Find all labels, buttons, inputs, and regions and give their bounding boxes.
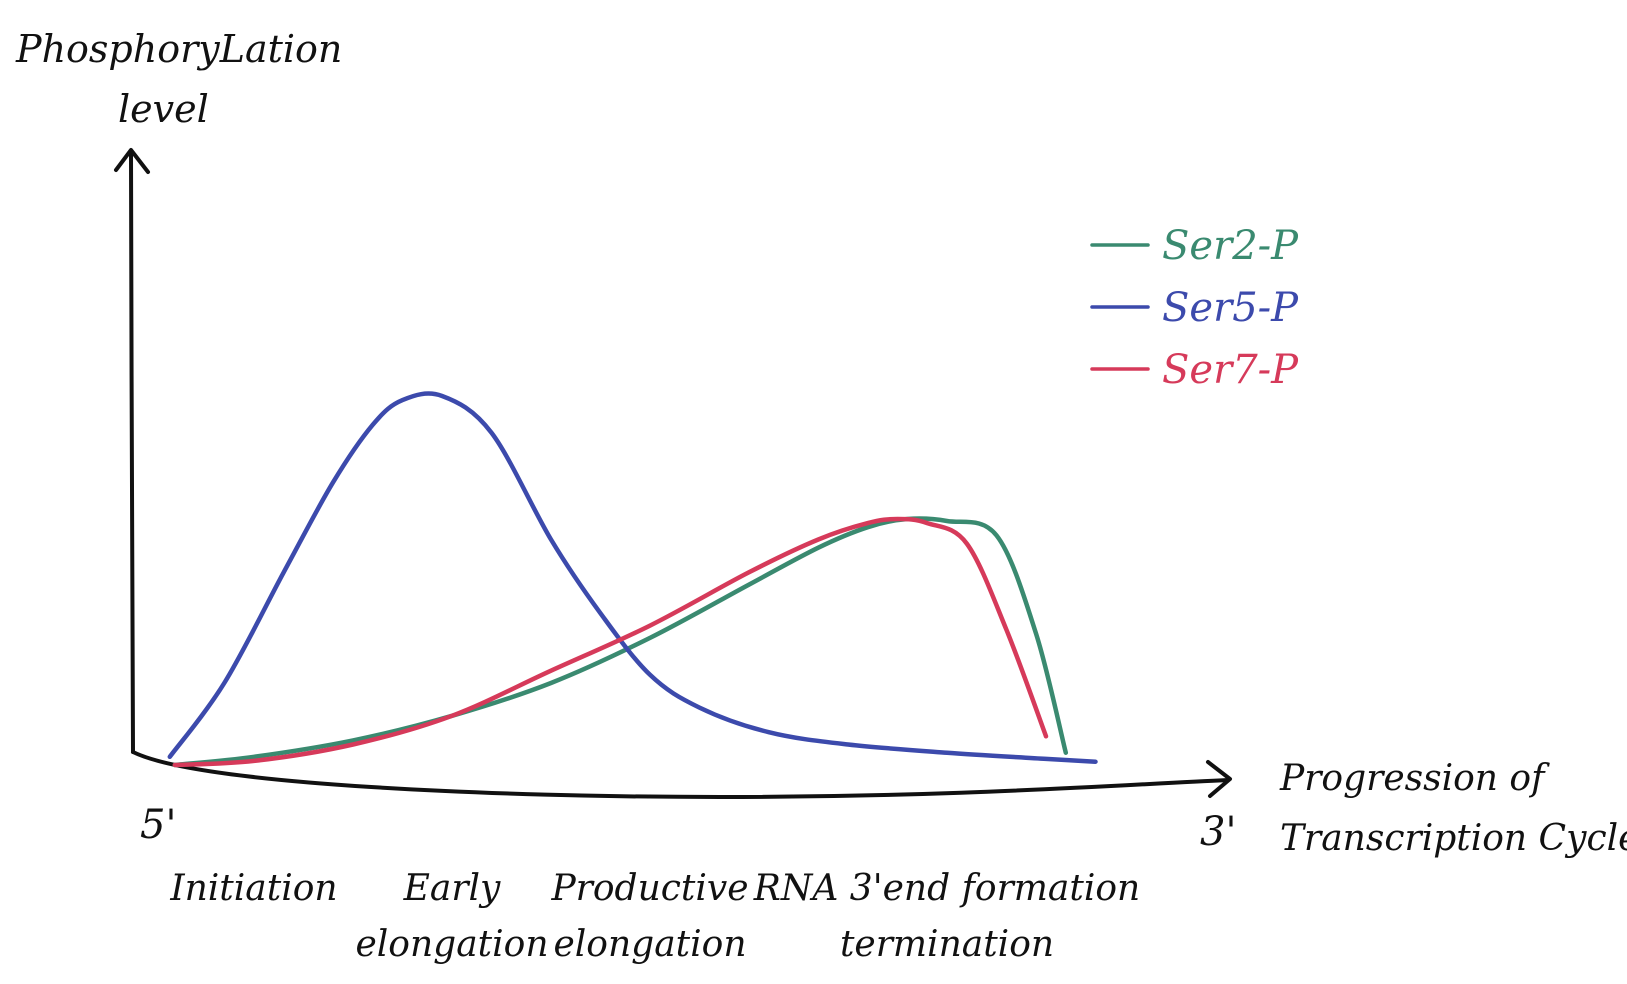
- stage-labels: Initiation EarlyelongationProductiveelong…: [169, 868, 1140, 965]
- legend-label-ser7-p: Ser7-P: [1162, 347, 1299, 393]
- y-axis-label-line-2: level: [118, 87, 209, 131]
- stage-label-4-line-2: termination: [840, 924, 1054, 965]
- y-axis-arrow-icon: [114, 148, 150, 174]
- series-line-ser7-p: [172, 516, 1049, 768]
- stage-label-3-line-1: Productive: [550, 868, 748, 909]
- stage-label-2-line-2: elongation: [355, 924, 548, 965]
- stage-label-3-line-2: elongation: [553, 924, 746, 965]
- series-line-ser2-p: [172, 516, 1069, 768]
- x-axis-label-line-1: Progression of: [1279, 758, 1550, 799]
- stage-label-2-line-1: Early: [403, 868, 501, 909]
- x-axis-label-line-2: Transcription Cycle: [1280, 818, 1627, 859]
- series-line-ser5-p: [167, 391, 1098, 764]
- y-axis-label-line-1: PhosphoryLation: [15, 27, 342, 71]
- x-axis-arrow-icon: [1206, 760, 1232, 798]
- x-axis-line: [131, 750, 1230, 800]
- stage-label-1-line-1: Initiation: [169, 868, 337, 909]
- legend: Ser2-P Ser5-P Ser7-P: [1090, 223, 1299, 393]
- axes: [114, 148, 1232, 800]
- legend-label-ser2-p: Ser2-P: [1162, 223, 1299, 269]
- x-end-label: 3': [1200, 809, 1236, 855]
- x-start-label: 5': [140, 802, 176, 848]
- y-axis-line: [129, 152, 135, 754]
- stage-label-4-line-1: RNA 3'end formation: [753, 868, 1140, 909]
- legend-label-ser5-p: Ser5-P: [1162, 285, 1299, 331]
- series-lines: [167, 391, 1098, 768]
